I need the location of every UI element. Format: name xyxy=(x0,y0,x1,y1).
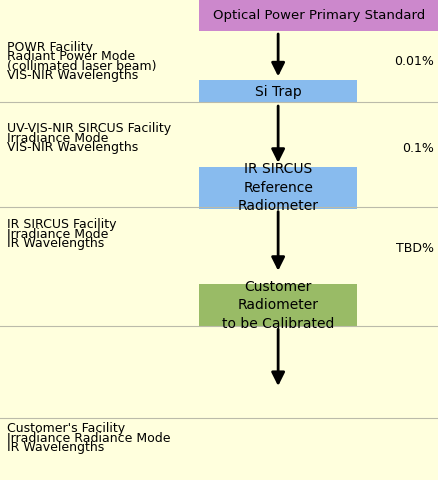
Text: VIS-NIR Wavelengths: VIS-NIR Wavelengths xyxy=(7,69,138,82)
Text: IR Wavelengths: IR Wavelengths xyxy=(7,238,104,251)
Text: Irradiance Radiance Mode: Irradiance Radiance Mode xyxy=(7,432,170,445)
Text: Customer's Facility: Customer's Facility xyxy=(7,422,125,435)
Text: Optical Power Primary Standard: Optical Power Primary Standard xyxy=(212,9,425,22)
Text: Irradiance Mode: Irradiance Mode xyxy=(7,228,108,241)
Text: 0.01%: 0.01% xyxy=(394,55,434,68)
Text: UV-VIS-NIR SIRCUS Facility: UV-VIS-NIR SIRCUS Facility xyxy=(7,122,171,135)
Text: (collimated laser beam): (collimated laser beam) xyxy=(7,60,156,73)
Text: Customer
Radiometer
to be Calibrated: Customer Radiometer to be Calibrated xyxy=(222,280,334,331)
Text: IR Wavelengths: IR Wavelengths xyxy=(7,442,104,455)
Text: VIS-NIR Wavelengths: VIS-NIR Wavelengths xyxy=(7,142,138,155)
Text: TBD%: TBD% xyxy=(396,242,434,255)
Bar xyxy=(199,284,357,326)
Text: 0.1%: 0.1% xyxy=(402,142,434,155)
Text: Irradiance Mode: Irradiance Mode xyxy=(7,132,108,145)
Text: Si Trap: Si Trap xyxy=(255,84,301,99)
Text: POWR Facility: POWR Facility xyxy=(7,41,92,54)
Text: IR SIRCUS
Reference
Radiometer: IR SIRCUS Reference Radiometer xyxy=(238,162,318,213)
Bar xyxy=(199,0,438,31)
Text: IR SIRCUS Facility: IR SIRCUS Facility xyxy=(7,218,116,231)
Bar xyxy=(199,80,357,103)
Text: Radiant Power Mode: Radiant Power Mode xyxy=(7,50,135,63)
Bar xyxy=(199,167,357,209)
